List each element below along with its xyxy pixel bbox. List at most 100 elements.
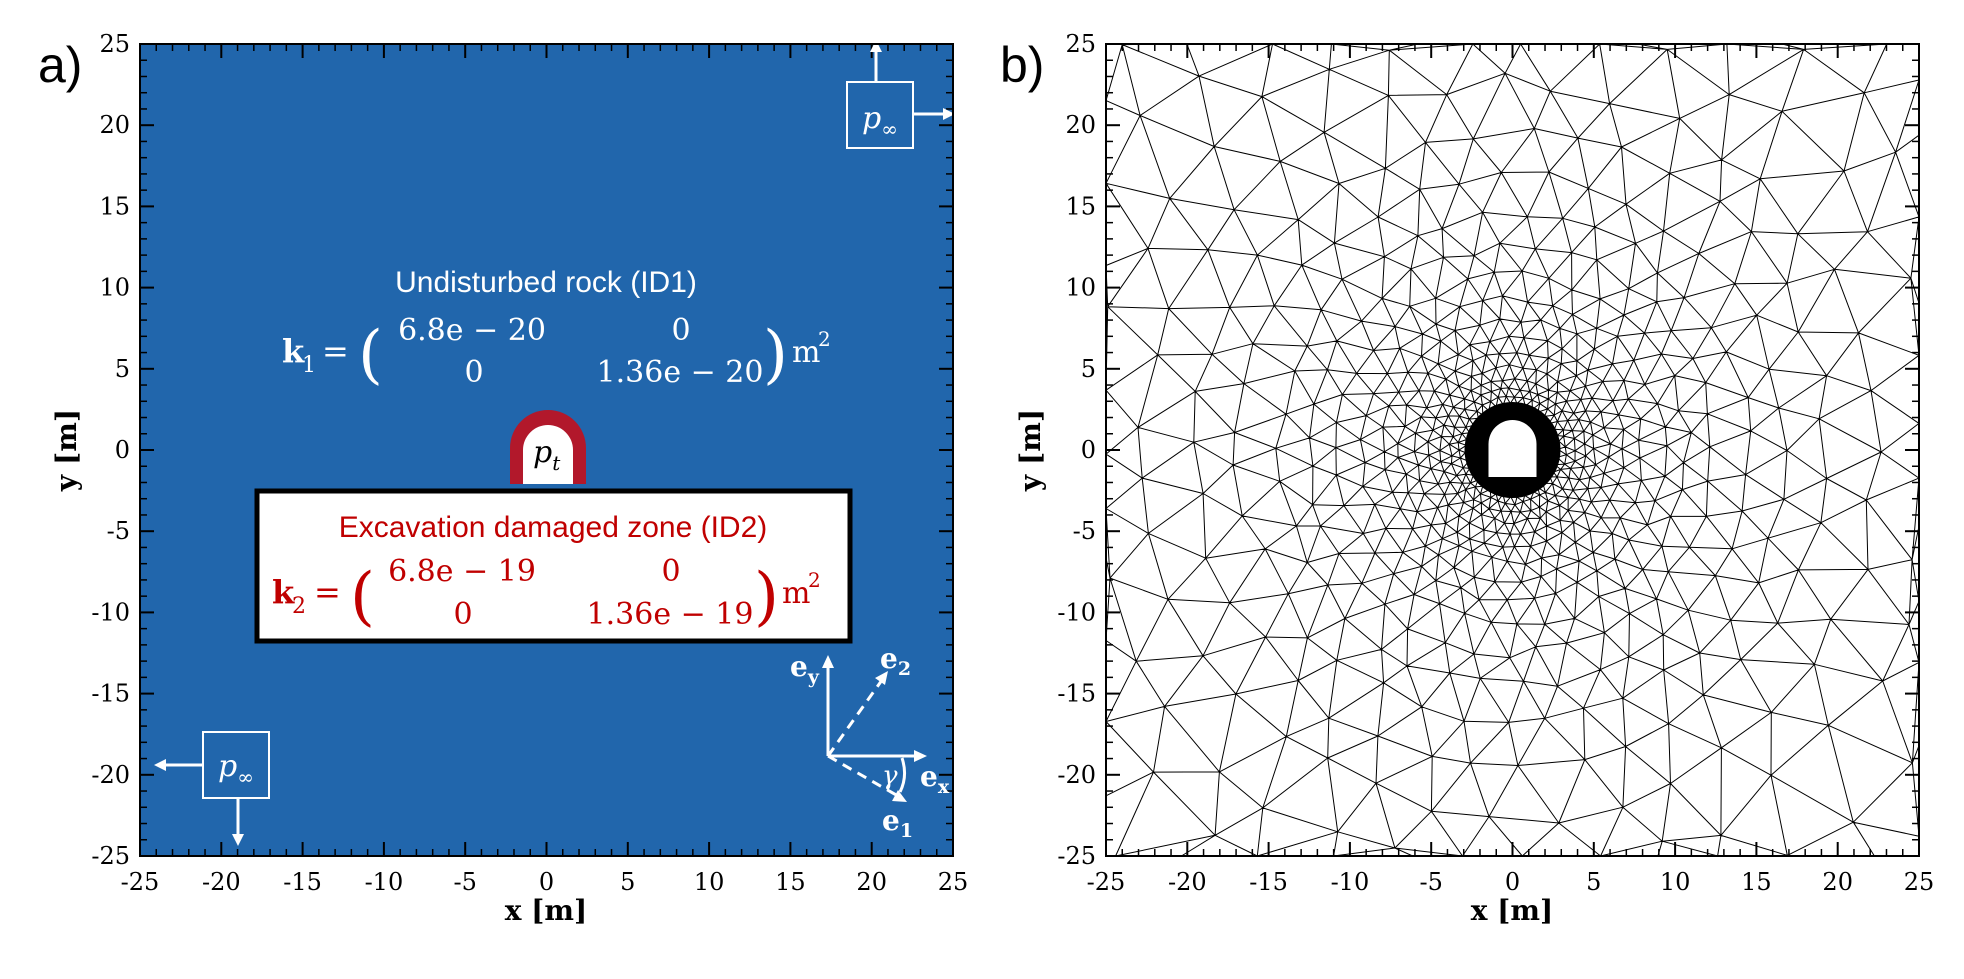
ex-arrowhead (914, 750, 927, 762)
k2-m21: 0 (453, 597, 472, 632)
edz-box-frame (254, 488, 853, 644)
k2-m11: 6.8e − 19 (388, 554, 536, 589)
panel-b: b) -25 -20 -15 -10 -5 0 5 10 15 20 25 25 20 15 10 5 0 -5… (1000, 30, 1934, 927)
x-tick-label: 0 (539, 868, 554, 896)
x-tick-label: 10 (694, 868, 725, 896)
y-tick-labels-a: 25 20 15 10 5 0 -5 -10 -15 -20 -25 (91, 30, 130, 870)
k1-m11: 6.8e − 20 (398, 313, 546, 348)
x-tick-labels-b: -25 -20 -15 -10 -5 0 5 10 15 20 25 (1087, 868, 1935, 896)
x-tick-label: 25 (1904, 868, 1935, 896)
y-tick-label: -20 (91, 761, 130, 789)
y-tick-label: 10 (99, 274, 130, 302)
x-tick-label: -25 (1087, 868, 1126, 896)
axes-frame-b (1105, 43, 1920, 857)
k2-symbol: k (272, 573, 295, 611)
p-inf-arrowhead-up (870, 40, 882, 52)
rock-title: Undisturbed rock (ID1) (395, 266, 697, 299)
k1-m21: 0 (464, 355, 483, 390)
y-axis-label-a: y [m] (50, 409, 83, 492)
y-tick-labels-b: 25 20 15 10 5 0 -5 -10 -15 -20 -25 (1057, 30, 1096, 870)
y-tick-label: -5 (1073, 517, 1096, 545)
far-field-pressure-bottom-left: p∞ (154, 731, 270, 846)
x-tick-label: -25 (121, 868, 160, 896)
y-tick-label: 25 (99, 30, 130, 58)
x-tick-label: 20 (856, 868, 887, 896)
x-tick-label: -20 (202, 868, 241, 896)
e2-arrowhead (875, 671, 888, 685)
y-tick-label: -15 (1057, 680, 1096, 708)
x-tick-label: -5 (1420, 868, 1443, 896)
axes-frame-a (139, 43, 954, 857)
k2-equals: = (314, 573, 341, 611)
x-tick-label: 5 (1586, 868, 1601, 896)
k2-m22: 1.36e − 19 (587, 597, 754, 632)
y-tick-label: 10 (1065, 274, 1096, 302)
y-tick-label: 5 (115, 355, 130, 383)
coordinate-system: ey e2 ex e1 γ (790, 642, 950, 842)
x-axis-label-a: x [m] (505, 894, 588, 927)
y-tick-label: -20 (1057, 761, 1096, 789)
y-tick-label: 0 (115, 436, 130, 464)
y-tick-label: -10 (91, 598, 130, 626)
y-tick-label: 15 (1065, 192, 1096, 220)
x-tick-label: 10 (1660, 868, 1691, 896)
x-tick-label: 15 (775, 868, 806, 896)
y-tick-label: -10 (1057, 598, 1096, 626)
panel-a: a) -25 -20 -15 -10 -5 0 5 10 15 20 25 2520151050-5… (38, 30, 968, 927)
p-inf-arrowhead-down (232, 834, 244, 846)
p-inf-label-top: p∞ (862, 101, 898, 141)
p-inf-label-bottom: p∞ (218, 749, 254, 789)
ticks-b (1105, 43, 1920, 857)
k2-unit-exponent: 2 (808, 568, 821, 592)
edz-title: Excavation damaged zone (ID2) (339, 511, 768, 544)
ey-label: ey (790, 650, 820, 688)
x-tick-label: -15 (283, 868, 322, 896)
far-field-pressure-top-right: p∞ (846, 40, 955, 149)
x-tick-label: 0 (1505, 868, 1520, 896)
y-tick-label: 5 (1081, 355, 1096, 383)
k1-right-paren: ) (763, 318, 788, 392)
x-tick-labels-a: -25 -20 -15 -10 -5 0 5 10 15 20 25 (121, 868, 969, 896)
y-tick-label: -15 (91, 680, 130, 708)
x-tick-label: -5 (454, 868, 477, 896)
e1-axis (827, 754, 899, 798)
gamma-label: γ (882, 761, 898, 791)
k2-left-paren: ( (350, 560, 375, 634)
k1-unit-exponent: 2 (818, 327, 831, 351)
x-tick-label: -10 (1331, 868, 1370, 896)
e1-label: e1 (882, 804, 913, 842)
tunnel: pt (510, 410, 586, 484)
y-tick-label: 25 (1065, 30, 1096, 58)
x-axis-label-b: x [m] (1471, 894, 1554, 927)
x-tick-label: 15 (1741, 868, 1772, 896)
k1-m12: 0 (671, 313, 690, 348)
mesh-tunnel-opening (1488, 420, 1537, 477)
k1-subscript: 1 (302, 353, 316, 378)
y-tick-label: 0 (1081, 436, 1096, 464)
k2-m12: 0 (661, 554, 680, 589)
k2-equation: k 2 = ( 6.8e − 19 0 0 1.36e − 19 ) m 2 (272, 554, 821, 634)
e2-axis (826, 679, 884, 757)
x-tick-label: 25 (938, 868, 969, 896)
gamma-arc (898, 757, 907, 793)
k1-symbol: k (282, 332, 305, 370)
k1-m22: 1.36e − 20 (597, 355, 764, 390)
e1-arrowhead (892, 790, 907, 802)
edz-box: Excavation damaged zone (ID2) k 2 = ( 6.… (254, 488, 853, 644)
mesh (1105, 43, 1920, 857)
x-tick-label: -10 (365, 868, 404, 896)
p-inf-arrowhead-left (154, 759, 166, 771)
tunnel-opening (523, 425, 573, 484)
y-tick-label: -25 (1057, 842, 1096, 870)
ex-label: ex (920, 760, 950, 798)
y-tick-label: 20 (1065, 111, 1096, 139)
k1-left-paren: ( (358, 318, 383, 392)
y-axis-label-b: y [m] (1014, 409, 1047, 492)
p-inf-arrowhead-right (943, 108, 955, 120)
k2-subscript: 2 (292, 594, 306, 619)
ey-arrowhead (822, 655, 834, 668)
x-tick-label: 20 (1822, 868, 1853, 896)
k1-unit: m (792, 335, 820, 370)
y-tick-label: -25 (91, 842, 130, 870)
